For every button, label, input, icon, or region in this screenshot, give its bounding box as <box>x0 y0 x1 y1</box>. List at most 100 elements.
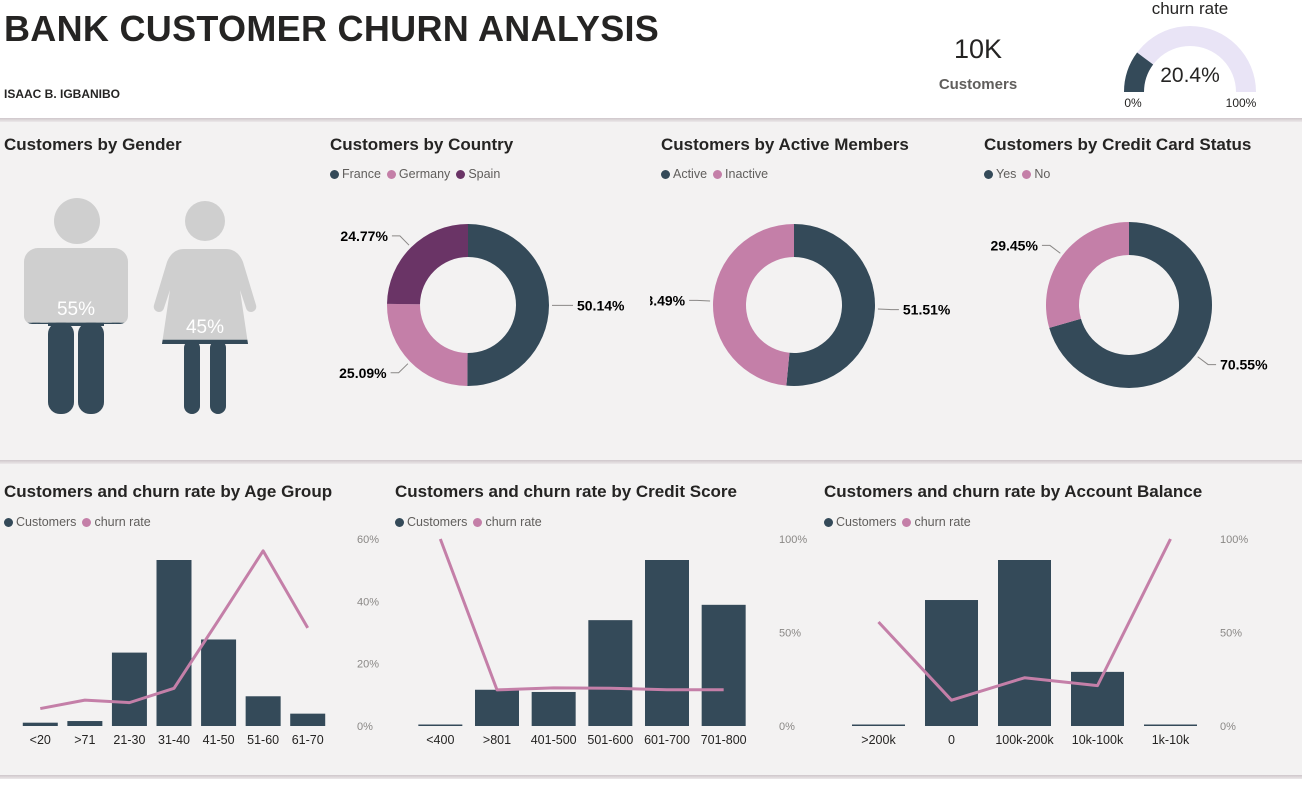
churn-rate-gauge[interactable]: churn rate 20.4% 0% 100% <box>1110 0 1280 118</box>
churn-rate-line[interactable] <box>877 538 1172 702</box>
header-divider <box>0 118 1302 122</box>
gauge-min-label: 0% <box>1124 96 1142 110</box>
data-label: 29.45% <box>990 237 1038 253</box>
bar-1k-10k[interactable] <box>1144 724 1197 727</box>
leader-line <box>390 363 409 374</box>
legend-label: Customers <box>407 515 468 529</box>
data-label: 24.77% <box>340 228 388 244</box>
section-divider <box>0 460 1302 464</box>
leader-line <box>689 299 711 302</box>
legend-label: churn rate <box>914 515 971 529</box>
legend-item-customers[interactable]: Customers <box>4 515 76 529</box>
axis-tick-label: 50% <box>1220 628 1242 640</box>
bar-0[interactable] <box>925 600 978 726</box>
legend-label: Inactive <box>725 167 769 181</box>
category-label: 41-50 <box>203 733 235 747</box>
axis-tick-label: 0% <box>357 721 373 733</box>
legend-item-customers[interactable]: Customers <box>395 515 467 529</box>
bar-100k-200k[interactable] <box>998 560 1051 726</box>
donut-slice-france[interactable] <box>467 224 549 386</box>
legend-item-yes[interactable]: Yes <box>984 167 1016 181</box>
balance-chart-title: Customers and churn rate by Account Bala… <box>824 482 1203 501</box>
footer-divider <box>0 775 1302 779</box>
female-percent: 45% <box>186 317 224 338</box>
bar->200k[interactable] <box>852 724 905 727</box>
legend-item-customers[interactable]: Customers <box>824 515 896 529</box>
churn-rate-line[interactable] <box>40 549 310 711</box>
age-legend: Customers churn rate <box>4 515 157 529</box>
legend-item-churn-rate[interactable]: churn rate <box>902 515 971 529</box>
age-combo-chart[interactable]: 0% 20% 40% 60% <20 >71 21-30 31-40 41-50 51-60 61-… <box>0 534 390 759</box>
legend-label: Spain <box>468 167 501 181</box>
legend-item-active[interactable]: Active <box>661 167 707 181</box>
gauge-track <box>1124 26 1256 92</box>
leader-line <box>1197 356 1217 366</box>
donut-slice-germany[interactable] <box>387 303 468 386</box>
churn-rate-line[interactable] <box>438 538 724 692</box>
country-donut-chart[interactable]: 50.14% 25.09% 24.77% <box>320 202 630 422</box>
bar-701-800[interactable] <box>701 604 746 726</box>
donut-slice-no[interactable] <box>1046 222 1129 328</box>
data-label: 51.51% <box>903 302 951 318</box>
customers-kpi-value[interactable]: 10K <box>953 34 1003 64</box>
country-chart-title: Customers by Country <box>330 135 514 154</box>
gauge-max-label: 100% <box>1226 96 1257 110</box>
no-swatch <box>1022 170 1032 179</box>
card-donut-chart[interactable]: 70.55% 29.45% <box>985 202 1295 422</box>
donut-slice-yes[interactable] <box>1049 222 1212 388</box>
bottom-panel: Customers and churn rate by Age Group Cu… <box>0 464 1302 775</box>
data-label: 70.55% <box>1220 357 1268 373</box>
bar-<400[interactable] <box>418 724 463 727</box>
legend-label: Yes <box>996 167 1017 181</box>
category-label: 51-60 <box>247 733 279 747</box>
bar-10k-100k[interactable] <box>1071 671 1124 726</box>
balance-legend: Customers churn rate <box>824 515 977 529</box>
legend-item-spain[interactable]: Spain <box>456 167 500 181</box>
gauge-title: churn rate <box>1152 0 1229 18</box>
bar-<20[interactable] <box>22 722 58 726</box>
card-chart-title: Customers by Credit Card Status <box>984 135 1252 154</box>
active-chart-title: Customers by Active Members <box>661 135 909 154</box>
gender-chart[interactable]: 55% 45% <box>0 122 300 460</box>
legend-label: Active <box>673 167 708 181</box>
legend-item-france[interactable]: France <box>330 167 381 181</box>
leader-line <box>877 308 899 311</box>
active-donut-chart[interactable]: 51.51% 48.49% <box>650 202 960 422</box>
category-label: >801 <box>483 733 511 747</box>
bar-41-50[interactable] <box>201 639 237 726</box>
bar-601-700[interactable] <box>645 560 689 726</box>
balance-combo-chart[interactable]: 0% 50% 100% >200k 0 100k-200k 10k-100k 1k-10k <box>824 534 1264 759</box>
bar->801[interactable] <box>475 689 519 726</box>
top-panel: Customers by Gender 55% <box>0 122 1302 460</box>
legend-item-inactive[interactable]: Inactive <box>713 167 768 181</box>
customers-swatch <box>395 518 404 527</box>
customers-kpi-label: Customers <box>938 76 1018 93</box>
category-label: <20 <box>30 733 51 747</box>
donut-slice-spain[interactable] <box>387 224 468 305</box>
bar-61-70[interactable] <box>290 713 326 726</box>
spain-swatch <box>456 170 466 179</box>
legend-item-germany[interactable]: Germany <box>386 167 450 181</box>
bar-31-40[interactable] <box>156 560 192 726</box>
credit-combo-chart[interactable]: 0% 50% 100% <400 >801 401-500 501-600 601-700 70… <box>395 534 815 759</box>
bar-21-30[interactable] <box>111 652 147 726</box>
male-icon-fill <box>27 322 125 414</box>
axis-tick-label: 50% <box>779 628 801 640</box>
gauge-value: 20.4% <box>1160 64 1220 87</box>
legend-item-churn-rate[interactable]: churn rate <box>82 515 151 529</box>
churn-rate-swatch <box>473 518 483 527</box>
category-label: 21-30 <box>113 733 145 747</box>
legend-item-no[interactable]: No <box>1022 167 1050 181</box>
bar-51-60[interactable] <box>245 696 281 726</box>
bar->71[interactable] <box>67 721 103 726</box>
bar-501-600[interactable] <box>588 620 633 726</box>
category-label: 100k-200k <box>995 733 1054 747</box>
legend-label: France <box>342 167 381 181</box>
donut-slice-inactive[interactable] <box>713 224 794 386</box>
donut-slice-active[interactable] <box>786 224 876 386</box>
axis-tick-label: 100% <box>779 534 807 546</box>
credit-chart-title: Customers and churn rate by Credit Score <box>395 482 737 501</box>
yes-swatch <box>984 170 993 179</box>
bar-401-500[interactable] <box>531 691 576 726</box>
legend-item-churn-rate[interactable]: churn rate <box>473 515 542 529</box>
